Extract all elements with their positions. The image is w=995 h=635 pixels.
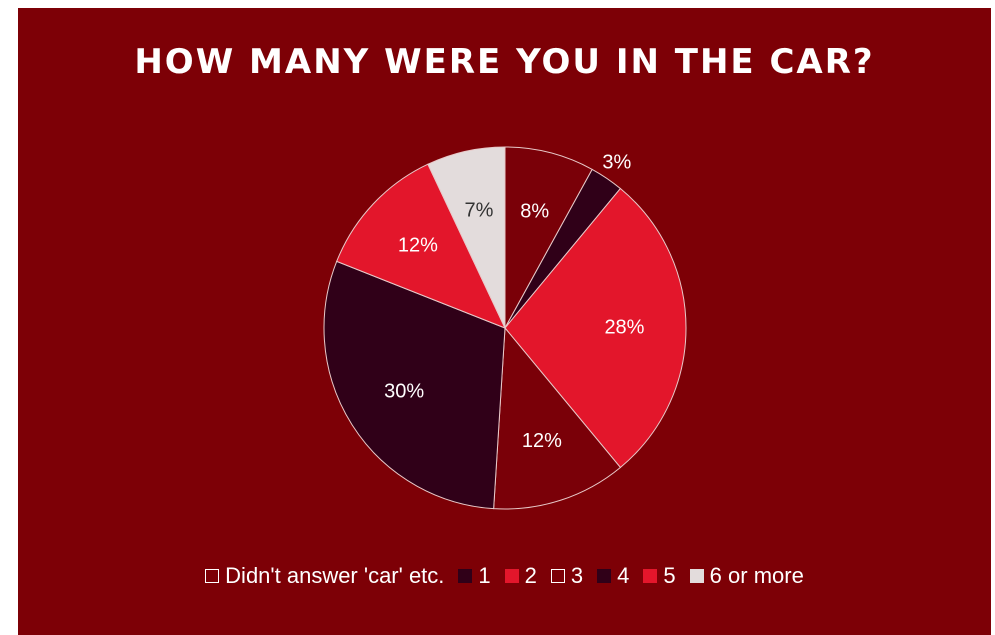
legend-label: 5	[663, 563, 676, 588]
pie-slice-1	[504, 146, 593, 329]
slice-label-4: 12%	[522, 430, 562, 452]
chart-legend: Didn't answer 'car' etc. 1 2 3 4 5 6 or more	[18, 563, 991, 589]
legend-item: 4	[597, 563, 629, 589]
legend-swatch	[504, 569, 519, 583]
legend-item: Didn't answer 'car' etc.	[205, 563, 444, 589]
slice-label-7: 7%	[464, 200, 493, 222]
legend-label: Didn't answer 'car' etc.	[225, 563, 445, 588]
pie-slice-4	[493, 326, 622, 510]
slice-label-2: 3%	[602, 152, 631, 174]
slice-label-3: 28%	[604, 316, 644, 338]
legend-label: 4	[617, 563, 630, 588]
slice-label-1: 8%	[520, 201, 549, 223]
legend-item: 1	[458, 563, 491, 589]
chart-panel: HOW MANY WERE YOU IN THE CAR? 8% 3% 28% 12%…	[18, 8, 991, 635]
legend-item: 2	[504, 563, 537, 589]
slice-label-6-or-more: 12%	[398, 235, 438, 257]
legend-label: 2	[524, 563, 537, 588]
legend-label: 6 or more	[709, 563, 804, 588]
pie-slice-7	[427, 146, 506, 329]
slice-label-5: 30%	[384, 380, 424, 402]
pie-slice-5	[323, 260, 506, 510]
legend-label: 1	[478, 563, 491, 588]
chart-title: HOW MANY WERE YOU IN THE CAR?	[134, 42, 875, 82]
legend-item: 3	[550, 563, 584, 589]
legend-swatch	[643, 569, 658, 583]
legend-item: 5	[643, 563, 676, 589]
legend-label: 3	[570, 563, 584, 588]
legend-swatch	[205, 569, 220, 583]
legend-swatch	[550, 569, 565, 583]
legend-item: 6 or more	[689, 563, 804, 589]
legend-swatch	[597, 569, 612, 583]
pie-slice-3	[504, 187, 687, 469]
legend-swatch	[689, 569, 704, 583]
legend-swatch	[458, 569, 473, 583]
pie-chart: 8% 3% 28% 12% 30% 12% 7%	[323, 146, 687, 510]
pie-slice-6-or-more	[336, 163, 506, 329]
